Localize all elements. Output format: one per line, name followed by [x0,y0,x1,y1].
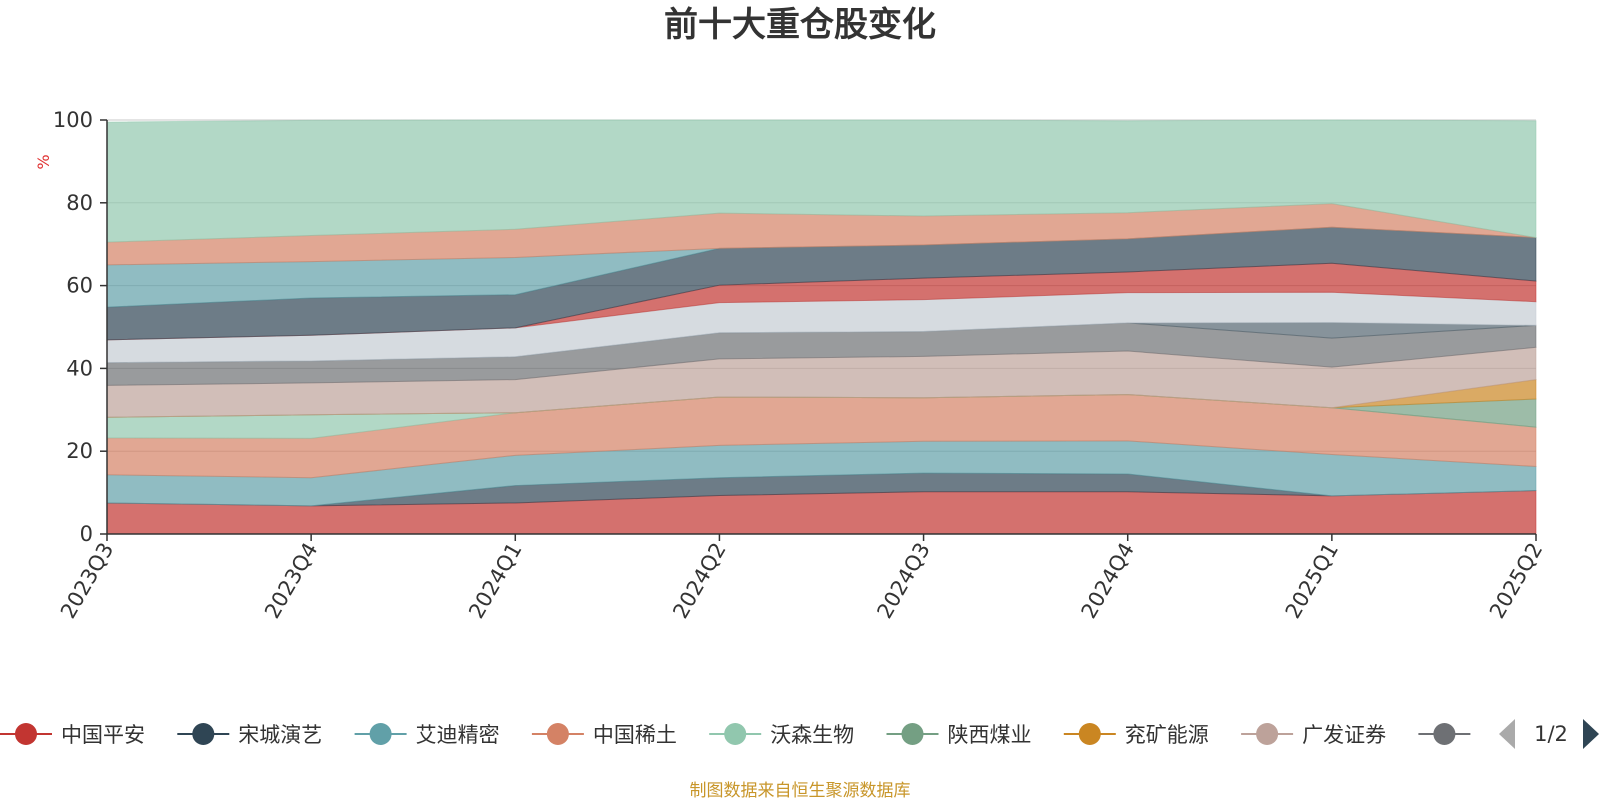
legend-label: 沃森生物 [770,723,854,747]
x-tick-label: 2025Q2 [1485,539,1547,623]
x-tick-label: 2024Q1 [464,539,526,623]
legend-marker-icon [724,723,747,745]
x-tick-label: 2023Q3 [56,539,118,623]
legend-prev-arrow-icon[interactable] [1499,719,1515,749]
x-tick-label: 2024Q4 [1077,539,1139,623]
legend-item[interactable]: 兖矿能源 [1063,723,1209,747]
area-series-group [106,119,1537,535]
legend-item[interactable]: 中国稀土 [531,723,677,747]
legend-label: 兖矿能源 [1125,723,1209,747]
y-tick-label: 20 [66,439,93,463]
legend-marker-icon [15,723,37,745]
legend-item[interactable]: 广发证券 [1241,723,1386,747]
y-tick-label: 100 [53,108,93,132]
x-tick-label: 2024Q2 [668,539,730,623]
x-tick-label: 2024Q3 [872,539,934,623]
legend-label: 宋城演艺 [238,723,322,747]
legend-next-arrow-icon[interactable] [1583,719,1599,749]
legend-item[interactable]: 沃森生物 [709,723,854,747]
legend-marker-icon [1078,723,1101,745]
chart-title: 前十大重仓股变化 [664,5,936,45]
y-tick-label: 60 [66,274,93,298]
legend-label: 中国稀土 [593,723,677,747]
data-source-note: 制图数据来自恒生聚源数据库 [690,781,911,800]
y-axis-label: % [34,154,53,169]
y-tick-label: 0 [80,522,93,546]
legend-marker-icon [1256,723,1279,745]
y-tick-label: 40 [66,356,93,380]
legend-marker-icon [1433,723,1456,745]
y-tick-label: 80 [66,191,93,215]
legend-marker-icon [546,723,569,745]
legend-marker-icon [369,723,392,745]
legend-item[interactable]: 中国平安 [0,723,145,747]
legend-marker-icon [192,723,215,745]
legend-item[interactable] [1418,723,1471,745]
legend-item[interactable]: 艾迪精密 [354,723,500,747]
legend: 中国平安 宋城演艺 艾迪精密 中国稀土 沃森生物 陕西煤业 兖矿能源 广发证券 [0,723,1471,747]
x-tick-label: 2025Q1 [1281,539,1343,623]
legend-marker-icon [901,723,924,745]
legend-label: 广发证券 [1302,723,1386,747]
legend-label: 中国平安 [61,723,145,747]
legend-page-indicator: 1/2 [1534,722,1568,746]
area-series-16[interactable] [106,119,1537,243]
legend-pager: 1/2 [1499,719,1599,749]
legend-item[interactable]: 陕西煤业 [886,723,1032,747]
legend-item[interactable]: 宋城演艺 [177,723,322,747]
legend-label: 艾迪精密 [416,723,500,747]
x-tick-label: 2023Q4 [260,539,322,623]
legend-label: 陕西煤业 [948,723,1032,747]
